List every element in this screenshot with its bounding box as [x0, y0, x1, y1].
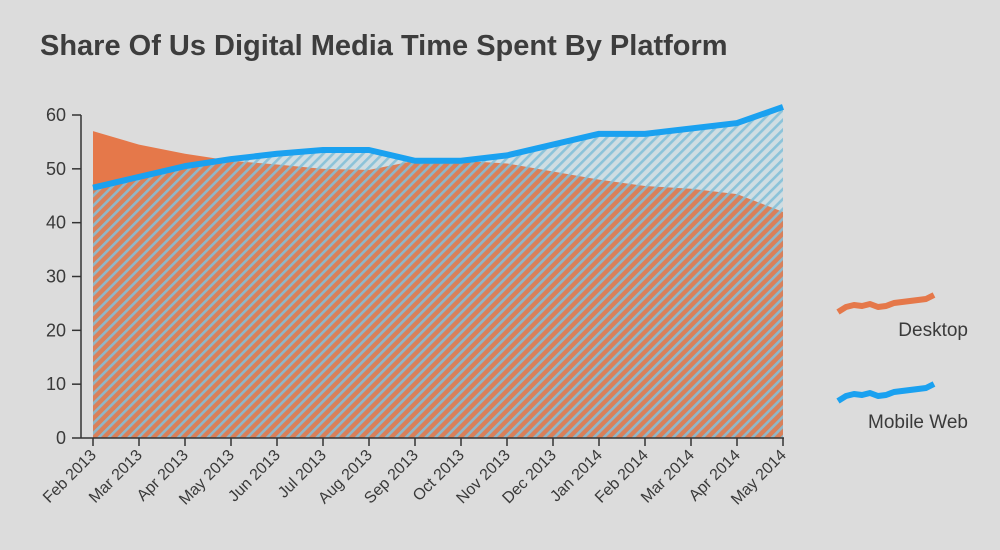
y-tick-label: 40: [46, 213, 66, 233]
y-tick-label: 20: [46, 320, 66, 340]
desktop-area-overlap: [93, 160, 783, 438]
mobile-web-line: [92, 104, 784, 191]
y-tick-label: 0: [56, 428, 66, 448]
chart-title: Share Of Us Digital Media Time Spent By …: [40, 30, 728, 62]
y-tick-label: 10: [46, 374, 66, 394]
y-tick-label: 30: [46, 267, 66, 287]
y-tick-label: 50: [46, 159, 66, 179]
mobile-web-legend-swatch: [836, 381, 936, 404]
y-tick-label: 60: [46, 105, 66, 125]
desktop-legend-swatch: [836, 292, 936, 315]
desktop-legend-label: Desktop: [898, 320, 968, 341]
mobile-web-legend-label: Mobile Web: [868, 412, 968, 433]
